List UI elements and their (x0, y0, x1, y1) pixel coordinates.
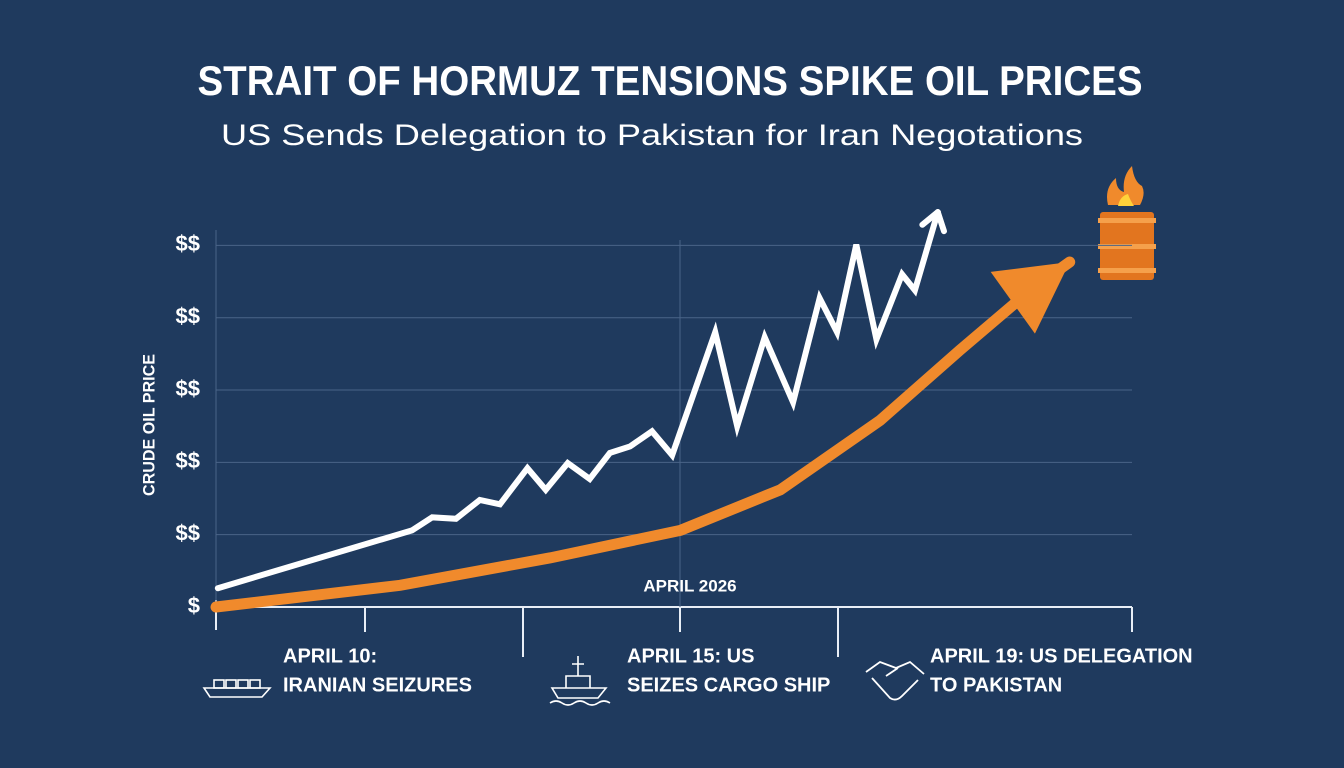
y-tick-label: $$ (176, 231, 200, 256)
cargo-ship-icon (202, 679, 272, 698)
event-annotation: IRANIAN SEIZURES (283, 674, 472, 696)
y-tick-label: $$ (176, 520, 200, 545)
warship-icon (549, 656, 611, 706)
trend-arrow-head (990, 262, 1070, 334)
y-tick-label: $$ (176, 448, 200, 473)
handshake-icon (865, 660, 925, 701)
event-annotation: APRIL 19: US DELEGATION (930, 645, 1193, 667)
event-annotation: APRIL 10: (283, 645, 377, 667)
event-annotation: SEIZES CARGO SHIP (627, 674, 830, 696)
price-line-arrow (934, 209, 948, 235)
chart-subtitle: US Sends Delegation to Pakistan for Iran… (221, 119, 1083, 152)
axes (215, 600, 1133, 657)
oil-barrel-icon (1098, 166, 1156, 280)
trend-arrow (210, 256, 1076, 613)
event-annotation: TO PAKISTAN (930, 674, 1062, 696)
chart-title: STRAIT OF HORMUZ TENSIONS SPIKE OIL PRIC… (198, 57, 1143, 104)
y-tick-label: $$ (176, 376, 200, 401)
y-tick-label: $ (188, 593, 200, 618)
event-annotation: APRIL 15: US (627, 645, 754, 667)
price-line-arrow (919, 209, 941, 228)
x-axis-label: APRIL 2026 (643, 576, 736, 595)
y-axis-label: CRUDE OIL PRICE (139, 354, 158, 496)
y-tick-label: $$ (176, 304, 200, 329)
price-line (214, 209, 941, 592)
